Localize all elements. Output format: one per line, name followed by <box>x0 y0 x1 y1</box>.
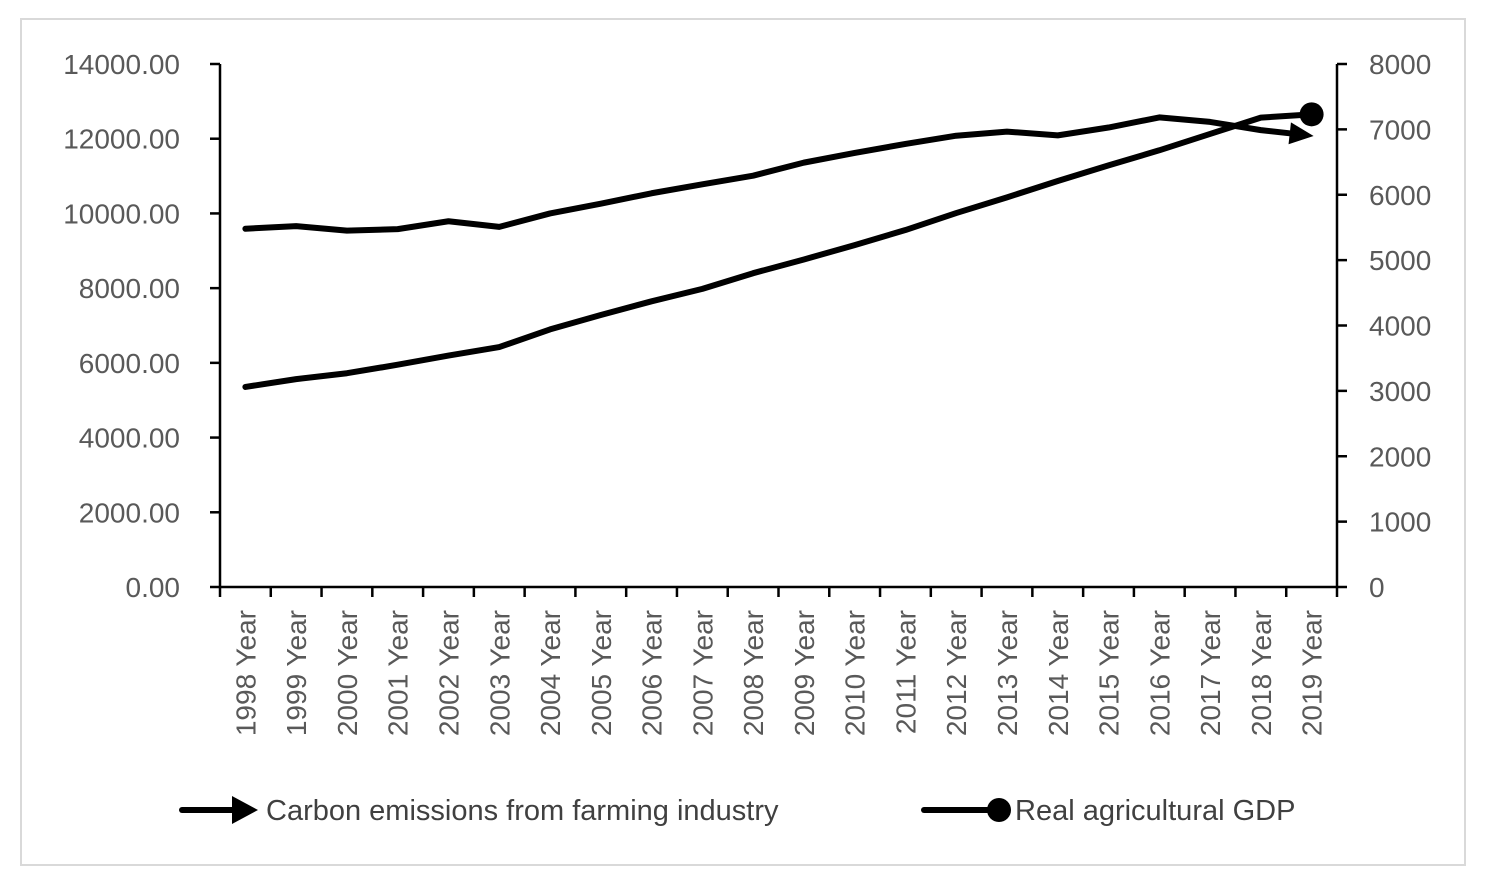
series-real-agricultural-gdp <box>242 102 1324 390</box>
x-tick-label: 2001 Year <box>383 610 414 736</box>
real-agricultural-gdp-line <box>242 111 1315 390</box>
right-tick-label: 2000 <box>1369 441 1431 472</box>
x-tick-label: 1998 Year <box>230 610 261 736</box>
left-tick-label: 14000.00 <box>63 49 180 80</box>
left-tick-label: 6000.00 <box>79 348 180 379</box>
x-tick-label: 1999 Year <box>281 610 312 736</box>
right-tick-label: 6000 <box>1369 180 1431 211</box>
x-tick-label: 2006 Year <box>637 610 668 736</box>
right-tick-label: 8000 <box>1369 49 1431 80</box>
legend-circle-icon <box>987 798 1011 822</box>
left-tick-label: 10000.00 <box>63 198 180 229</box>
right-tick-label: 1000 <box>1369 507 1431 538</box>
x-tick-label: 2010 Year <box>840 610 871 736</box>
right-axis-ticks: 0 1000 2000 3000 4000 5000 6000 7000 8000 <box>1337 49 1431 603</box>
legend-entry-gdp[interactable]: Real agricultural GDP <box>921 795 1295 827</box>
x-axis-ticks: 1998 Year 1999 Year 2000 Year 2001 Year 2002… <box>218 587 1339 736</box>
legend-label-gdp: Real agricultural GDP <box>1015 795 1295 827</box>
carbon-emissions-arrowhead <box>1288 122 1314 145</box>
x-tick-label: 2014 Year <box>1043 610 1074 736</box>
real-agricultural-gdp-end-marker <box>1299 102 1324 127</box>
right-tick-label: 5000 <box>1369 245 1431 276</box>
x-tick-label: 2008 Year <box>738 610 769 736</box>
axes-group <box>218 64 1339 589</box>
right-tick-label: 0 <box>1369 572 1385 603</box>
legend-entry-carbon[interactable]: Carbon emissions from farming industry <box>179 795 779 827</box>
right-tick-label: 3000 <box>1369 376 1431 407</box>
x-tick-label: 2002 Year <box>433 610 464 736</box>
legend-arrow-icon <box>232 796 258 824</box>
x-tick-label: 2019 Year <box>1297 610 1328 736</box>
series-carbon-emissions <box>242 114 1314 234</box>
x-tick-label: 2009 Year <box>789 610 820 736</box>
legend: Carbon emissions from farming industry R… <box>179 795 1295 827</box>
x-tick-label: 2003 Year <box>484 610 515 736</box>
left-tick-label: 0.00 <box>126 572 181 603</box>
series-layer <box>242 102 1324 390</box>
left-tick-label: 4000.00 <box>79 423 180 454</box>
x-tick-label: 2005 Year <box>586 610 617 736</box>
carbon-emissions-line <box>242 114 1293 234</box>
legend-label-carbon: Carbon emissions from farming industry <box>266 795 779 827</box>
right-tick-label: 4000 <box>1369 311 1431 342</box>
left-tick-label: 8000.00 <box>79 273 180 304</box>
x-tick-label: 2018 Year <box>1246 610 1277 736</box>
left-tick-label: 2000.00 <box>79 497 180 528</box>
x-tick-label: 2015 Year <box>1094 610 1125 736</box>
x-tick-label: 2013 Year <box>992 610 1023 736</box>
right-tick-label: 7000 <box>1369 114 1431 145</box>
x-tick-label: 2012 Year <box>941 610 972 736</box>
x-tick-label: 2011 Year <box>890 610 921 734</box>
x-tick-label: 2000 Year <box>332 610 363 736</box>
chart-frame <box>20 18 1466 866</box>
x-tick-label: 2007 Year <box>687 610 718 736</box>
left-axis-ticks: 0.00 2000.00 4000.00 6000.00 8000.00 10000.00… <box>63 49 220 603</box>
x-tick-label: 2004 Year <box>535 610 566 736</box>
left-tick-label: 12000.00 <box>63 124 180 155</box>
x-tick-label: 2016 Year <box>1144 610 1175 736</box>
x-tick-label: 2017 Year <box>1195 610 1226 736</box>
